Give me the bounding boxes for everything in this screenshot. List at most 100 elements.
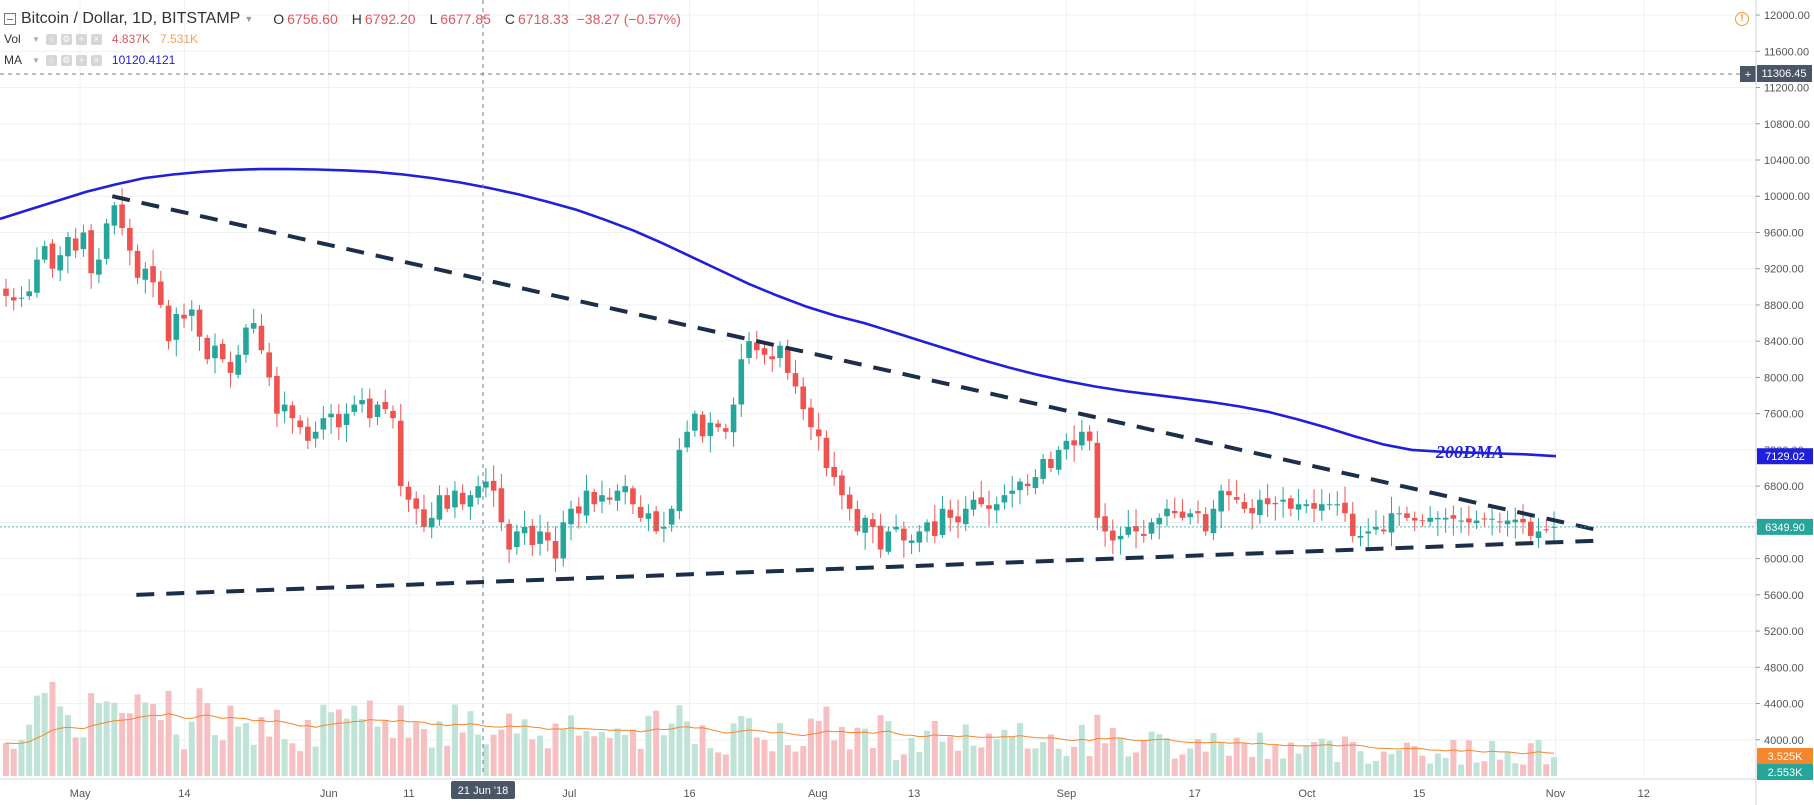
indicator-name-vol[interactable]: Vol — [4, 32, 21, 46]
volume-bar — [807, 718, 814, 776]
chevron-down-icon[interactable]: ▼ — [32, 34, 40, 44]
eye-icon[interactable]: ○ — [45, 54, 57, 66]
close-icon[interactable]: × — [90, 33, 102, 45]
volume-bar — [111, 702, 118, 776]
time-tick-label: Oct — [1298, 788, 1315, 800]
price-tick-label: 11200.00 — [1764, 83, 1809, 95]
candle-body — [1543, 529, 1550, 531]
candle-body — [1086, 431, 1093, 441]
gear-icon[interactable]: ⚙ — [60, 54, 72, 66]
candle-body — [699, 414, 706, 437]
candle-body — [196, 309, 203, 337]
candle-body — [653, 511, 659, 532]
volume-bar — [521, 719, 528, 776]
volume-bar — [18, 739, 25, 776]
candle-body — [862, 517, 868, 533]
time-tick-label: 13 — [908, 788, 920, 800]
candle-body — [1032, 477, 1039, 489]
volume-bar — [684, 721, 691, 776]
candle-body — [885, 531, 892, 552]
candle-body — [761, 348, 768, 355]
volume-bar — [1102, 743, 1109, 776]
volume-bar — [513, 733, 520, 776]
candle-body — [1365, 531, 1372, 534]
volume-bar — [134, 694, 141, 776]
axis-price-tags: 7129.02 6349.90 3.525K 2.553K — [0, 448, 1813, 780]
ohlc-label-c: C — [504, 11, 516, 27]
volume-bar — [1527, 743, 1534, 776]
time-tick-label: 15 — [1413, 788, 1425, 800]
candle-body — [250, 323, 257, 329]
volume-bar — [1249, 756, 1256, 776]
chevron-down-icon[interactable]: ▼ — [32, 55, 40, 65]
candle-body — [1435, 517, 1441, 520]
ma-legend: MA ▼ ○ ⚙ + × 10120.4121 — [4, 53, 175, 67]
symbol-title[interactable]: Bitcoin / Dollar, 1D, BITSTAMP — [21, 10, 241, 27]
candle-body — [26, 291, 33, 297]
candle-body — [1527, 521, 1534, 536]
chevron-down-icon[interactable]: ▼ — [244, 14, 254, 24]
close-icon[interactable]: × — [90, 54, 102, 66]
volume-bar — [931, 720, 938, 776]
volume-bar — [351, 705, 358, 776]
candle-body — [901, 528, 907, 541]
volume-bar — [598, 732, 605, 776]
candle-body — [877, 525, 884, 550]
candle-body — [1450, 515, 1457, 519]
plus-icon[interactable]: + — [75, 54, 87, 66]
plus-icon[interactable]: + — [75, 33, 87, 45]
volume-bar — [676, 705, 683, 776]
volume-bar — [715, 752, 722, 776]
candle-body — [444, 495, 450, 509]
volume-bar — [266, 736, 273, 776]
candle-body — [266, 352, 272, 378]
volume-bar — [273, 709, 280, 776]
volume-bar — [1225, 755, 1232, 776]
indicator-name-ma[interactable]: MA — [4, 53, 22, 67]
gear-icon[interactable]: ⚙ — [60, 33, 72, 45]
eye-icon[interactable]: ○ — [45, 33, 57, 45]
price-tag-ma — [1757, 448, 1813, 465]
candle-body — [645, 513, 652, 519]
volume-bar — [467, 711, 474, 776]
volume-bar — [924, 730, 931, 776]
candle-body — [1055, 449, 1062, 470]
candle-body — [514, 531, 520, 548]
symbol-legend: Bitcoin / Dollar, 1D, BITSTAMP ▼ O 6756.6… — [4, 10, 681, 28]
candle-body — [506, 523, 512, 550]
candle-body — [1357, 535, 1364, 538]
volume-bar — [1125, 756, 1132, 776]
volume-bar — [1210, 733, 1217, 776]
price-tag-last — [1757, 518, 1813, 535]
trendlines — [111, 194, 1605, 597]
volume-bar — [304, 719, 311, 776]
volume-bar — [583, 731, 590, 776]
candle-body — [568, 508, 574, 525]
volume-bar — [1403, 742, 1410, 776]
exclamation-circle-icon[interactable]: ! — [1735, 12, 1749, 26]
volume-bar — [746, 718, 753, 776]
volume-bar — [150, 704, 157, 776]
candle-body — [1094, 442, 1101, 518]
candle-body — [65, 237, 71, 257]
volume-bar — [722, 754, 729, 776]
candle-body — [1156, 517, 1163, 525]
volume-bar — [707, 748, 714, 776]
volume-bar — [753, 737, 760, 776]
volume-bar — [1094, 714, 1101, 776]
candle-body — [893, 526, 899, 530]
volume-bar — [196, 688, 203, 776]
volume-bar — [119, 713, 126, 776]
candle-body — [815, 429, 822, 437]
volume-bar — [1140, 741, 1147, 776]
candle-body — [1303, 504, 1310, 507]
candle-body — [181, 314, 187, 319]
candle-body — [289, 405, 296, 419]
volume-bar — [1202, 751, 1209, 776]
volume-bar — [854, 727, 861, 776]
collapse-legend-icon[interactable] — [4, 13, 16, 25]
candle-body — [72, 238, 79, 251]
volume-bar — [1156, 734, 1163, 776]
